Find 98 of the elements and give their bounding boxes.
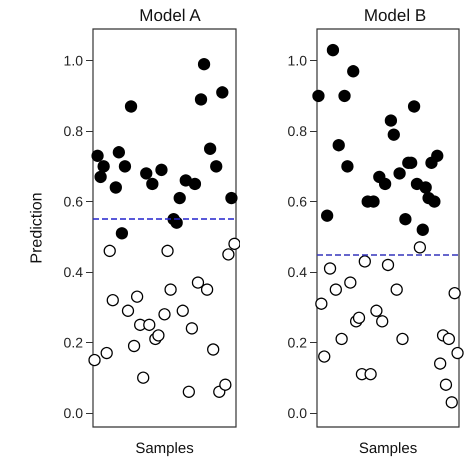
point bbox=[128, 340, 140, 352]
point bbox=[94, 170, 107, 184]
point bbox=[376, 315, 388, 328]
point bbox=[210, 160, 222, 173]
y-tick-label: 0.8 bbox=[288, 123, 308, 140]
point bbox=[130, 290, 144, 303]
y-axis-title: Prediction bbox=[28, 192, 46, 264]
point bbox=[338, 90, 351, 102]
point bbox=[370, 304, 383, 317]
y-tick-label: 0.0 bbox=[64, 404, 84, 421]
point bbox=[155, 164, 168, 176]
point bbox=[143, 318, 156, 332]
point bbox=[200, 283, 214, 296]
point bbox=[321, 210, 334, 222]
x-axis-title: Samples bbox=[358, 440, 418, 457]
point bbox=[352, 312, 366, 324]
point bbox=[326, 44, 340, 56]
y-tick-label: 0.6 bbox=[288, 194, 308, 210]
point bbox=[106, 294, 119, 306]
point bbox=[335, 332, 348, 346]
point bbox=[146, 178, 158, 190]
point bbox=[216, 86, 228, 99]
point bbox=[164, 283, 177, 296]
point bbox=[428, 195, 441, 208]
point bbox=[442, 332, 456, 346]
y-tick-label: 0.2 bbox=[64, 334, 84, 350]
y-tick-label: 0.0 bbox=[288, 404, 308, 421]
point bbox=[399, 213, 412, 226]
point bbox=[344, 276, 356, 289]
point bbox=[312, 90, 325, 102]
point bbox=[384, 114, 398, 127]
point bbox=[315, 298, 328, 310]
point bbox=[420, 181, 432, 194]
point bbox=[225, 192, 238, 204]
point bbox=[186, 322, 198, 335]
point bbox=[137, 372, 150, 384]
point bbox=[152, 329, 165, 342]
point bbox=[446, 396, 458, 408]
point bbox=[416, 224, 429, 236]
point bbox=[170, 216, 183, 229]
y-tick-label: 0.6 bbox=[64, 194, 84, 210]
point bbox=[198, 58, 210, 70]
point bbox=[448, 287, 461, 300]
point bbox=[358, 255, 371, 268]
point bbox=[228, 238, 240, 250]
point bbox=[158, 308, 171, 320]
point bbox=[330, 283, 342, 296]
point bbox=[440, 378, 452, 391]
point bbox=[116, 227, 128, 240]
point bbox=[104, 244, 116, 258]
y-tick-label: 0.4 bbox=[288, 264, 308, 280]
y-tick-label: 0.4 bbox=[64, 264, 84, 280]
x-axis-title: Samples bbox=[135, 440, 194, 457]
point bbox=[110, 181, 122, 194]
chart-title: Model B bbox=[364, 6, 426, 25]
point bbox=[112, 146, 126, 158]
point bbox=[222, 248, 235, 261]
point bbox=[192, 276, 204, 289]
point bbox=[180, 174, 192, 187]
point bbox=[378, 178, 392, 190]
point bbox=[161, 244, 174, 258]
point bbox=[324, 262, 336, 275]
point bbox=[91, 150, 104, 162]
y-tick-label: 1.0 bbox=[64, 52, 84, 69]
point bbox=[364, 368, 377, 380]
point bbox=[434, 357, 446, 370]
point bbox=[347, 65, 360, 78]
y-tick-label: 0.2 bbox=[288, 334, 308, 350]
point bbox=[318, 350, 330, 363]
point bbox=[204, 142, 216, 155]
y-tick-label: 0.8 bbox=[64, 123, 84, 140]
y-tick-label: 1.0 bbox=[288, 52, 308, 69]
point bbox=[382, 258, 394, 272]
point bbox=[118, 160, 132, 173]
point bbox=[174, 192, 186, 204]
point bbox=[207, 343, 220, 356]
point bbox=[140, 167, 152, 180]
point bbox=[332, 139, 345, 152]
point bbox=[100, 346, 113, 360]
point bbox=[194, 93, 208, 106]
point bbox=[393, 167, 406, 180]
point bbox=[182, 386, 195, 398]
point bbox=[124, 100, 138, 113]
point bbox=[388, 128, 400, 141]
point bbox=[390, 283, 403, 296]
point bbox=[88, 354, 101, 366]
point bbox=[451, 346, 464, 360]
point bbox=[122, 304, 134, 317]
point bbox=[219, 378, 232, 391]
point bbox=[431, 150, 444, 162]
point bbox=[408, 100, 420, 113]
chart-title: Model A bbox=[139, 6, 202, 25]
point bbox=[98, 160, 110, 173]
point bbox=[396, 332, 409, 346]
point bbox=[176, 304, 189, 317]
point bbox=[188, 178, 202, 190]
point bbox=[341, 160, 354, 173]
point bbox=[414, 241, 426, 254]
